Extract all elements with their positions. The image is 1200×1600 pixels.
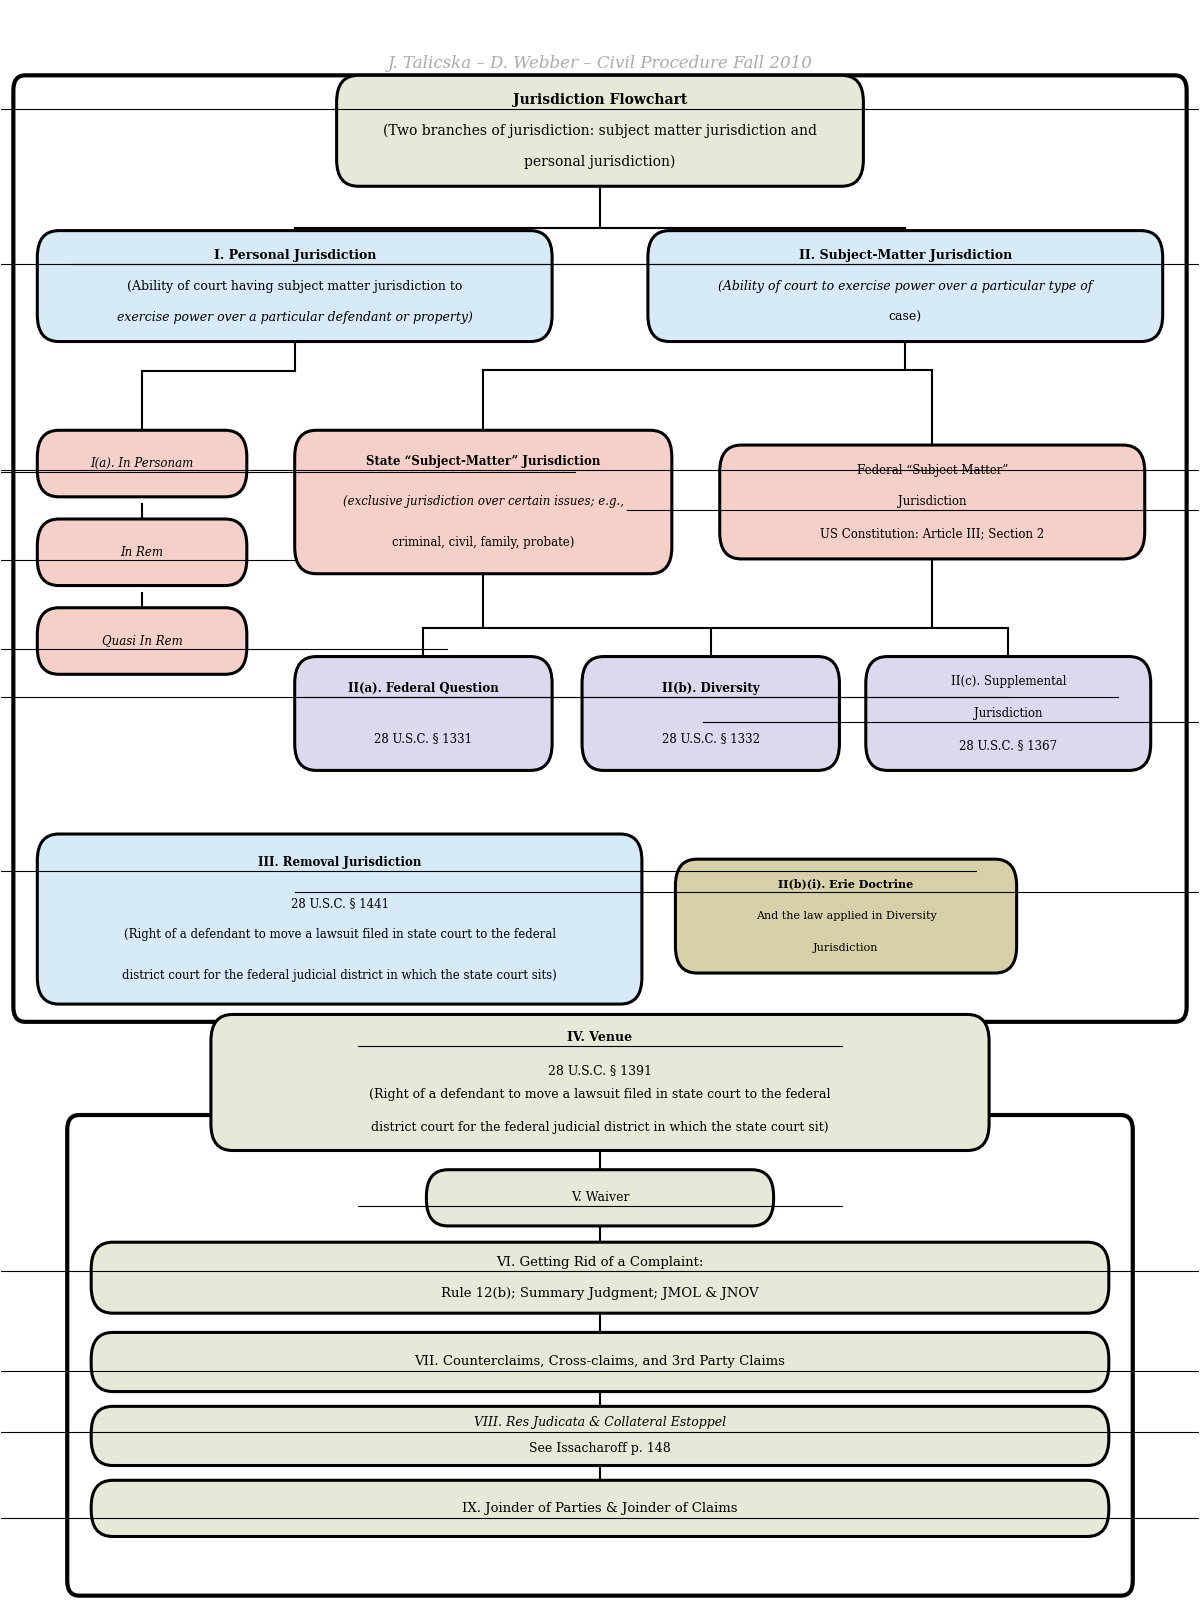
Text: IV. Venue: IV. Venue [568,1030,632,1045]
Text: I(a). In Personam: I(a). In Personam [90,458,193,470]
Text: II(b)(i). Erie Doctrine: II(b)(i). Erie Doctrine [779,878,913,890]
Text: Quasi In Rem: Quasi In Rem [102,635,182,648]
Text: Federal “Subject-Matter”: Federal “Subject-Matter” [857,464,1008,477]
Text: 28 U.S.C. § 1391: 28 U.S.C. § 1391 [548,1064,652,1077]
Text: exercise power over a particular defendant or property): exercise power over a particular defenda… [116,310,473,323]
Text: II. Subject-Matter Jurisdiction: II. Subject-Matter Jurisdiction [799,248,1012,261]
Text: (Right of a defendant to move a lawsuit filed in state court to the federal: (Right of a defendant to move a lawsuit … [124,928,556,941]
Text: (Right of a defendant to move a lawsuit filed in state court to the federal: (Right of a defendant to move a lawsuit … [370,1088,830,1101]
Text: See Issacharoff p. 148: See Issacharoff p. 148 [529,1443,671,1456]
Text: Jurisdiction: Jurisdiction [814,942,878,954]
Text: (exclusive jurisdiction over certain issues; e.g.,: (exclusive jurisdiction over certain iss… [343,496,624,509]
Text: Jurisdiction Flowchart: Jurisdiction Flowchart [512,93,688,107]
Text: 28 U.S.C. § 1332: 28 U.S.C. § 1332 [661,733,760,746]
Text: Jurisdiction: Jurisdiction [974,707,1043,720]
Text: II(b). Diversity: II(b). Diversity [662,682,760,694]
FancyBboxPatch shape [582,656,840,771]
FancyBboxPatch shape [37,230,552,341]
Text: US Constitution: Article III; Section 2: US Constitution: Article III; Section 2 [820,528,1044,541]
Text: III. Removal Jurisdiction: III. Removal Jurisdiction [258,856,421,869]
Text: district court for the federal judicial district in which the state court sit): district court for the federal judicial … [371,1122,829,1134]
FancyBboxPatch shape [37,834,642,1005]
Text: II(c). Supplemental: II(c). Supplemental [950,675,1066,688]
FancyBboxPatch shape [67,1115,1133,1595]
FancyBboxPatch shape [37,430,247,498]
Text: Rule 12(b); Summary Judgment; JMOL & JNOV: Rule 12(b); Summary Judgment; JMOL & JNO… [442,1286,758,1299]
FancyBboxPatch shape [295,430,672,574]
Text: V. Waiver: V. Waiver [571,1192,629,1205]
Text: State “Subject-Matter” Jurisdiction: State “Subject-Matter” Jurisdiction [366,456,600,469]
FancyBboxPatch shape [37,518,247,586]
FancyBboxPatch shape [426,1170,774,1226]
FancyBboxPatch shape [211,1014,989,1150]
Text: (Ability of court to exercise power over a particular type of: (Ability of court to exercise power over… [718,280,1092,293]
Text: VIII. Res Judicata & Collateral Estoppel: VIII. Res Judicata & Collateral Estoppel [474,1416,726,1429]
Text: personal jurisdiction): personal jurisdiction) [524,155,676,170]
Text: criminal, civil, family, probate): criminal, civil, family, probate) [392,536,575,549]
Text: case): case) [889,310,922,323]
FancyBboxPatch shape [337,75,863,186]
Text: IX. Joinder of Parties & Joinder of Claims: IX. Joinder of Parties & Joinder of Clai… [462,1502,738,1515]
Text: In Rem: In Rem [120,546,163,558]
Text: II(a). Federal Question: II(a). Federal Question [348,682,499,694]
FancyBboxPatch shape [91,1242,1109,1314]
Text: VI. Getting Rid of a Complaint:: VI. Getting Rid of a Complaint: [497,1256,703,1269]
Text: (Ability of court having subject matter jurisdiction to: (Ability of court having subject matter … [127,280,462,293]
FancyBboxPatch shape [720,445,1145,558]
Text: district court for the federal judicial district in which the state court sits): district court for the federal judicial … [122,968,557,982]
Text: (Two branches of jurisdiction: subject matter jurisdiction and: (Two branches of jurisdiction: subject m… [383,123,817,138]
FancyBboxPatch shape [295,656,552,771]
FancyBboxPatch shape [91,1406,1109,1466]
FancyBboxPatch shape [91,1333,1109,1392]
Text: Jurisdiction: Jurisdiction [898,496,966,509]
FancyBboxPatch shape [37,608,247,674]
Text: 28 U.S.C. § 1367: 28 U.S.C. § 1367 [959,739,1057,752]
Text: J. Talicska – D. Webber – Civil Procedure Fall 2010: J. Talicska – D. Webber – Civil Procedur… [388,54,812,72]
FancyBboxPatch shape [865,656,1151,771]
FancyBboxPatch shape [676,859,1016,973]
Text: 28 U.S.C. § 1331: 28 U.S.C. § 1331 [374,733,473,746]
Text: I. Personal Jurisdiction: I. Personal Jurisdiction [214,248,376,261]
FancyBboxPatch shape [648,230,1163,341]
FancyBboxPatch shape [13,75,1187,1022]
Text: And the law applied in Diversity: And the law applied in Diversity [756,910,936,922]
FancyBboxPatch shape [91,1480,1109,1536]
Text: VII. Counterclaims, Cross-claims, and 3rd Party Claims: VII. Counterclaims, Cross-claims, and 3r… [414,1355,786,1368]
Text: 28 U.S.C. § 1441: 28 U.S.C. § 1441 [290,898,389,910]
